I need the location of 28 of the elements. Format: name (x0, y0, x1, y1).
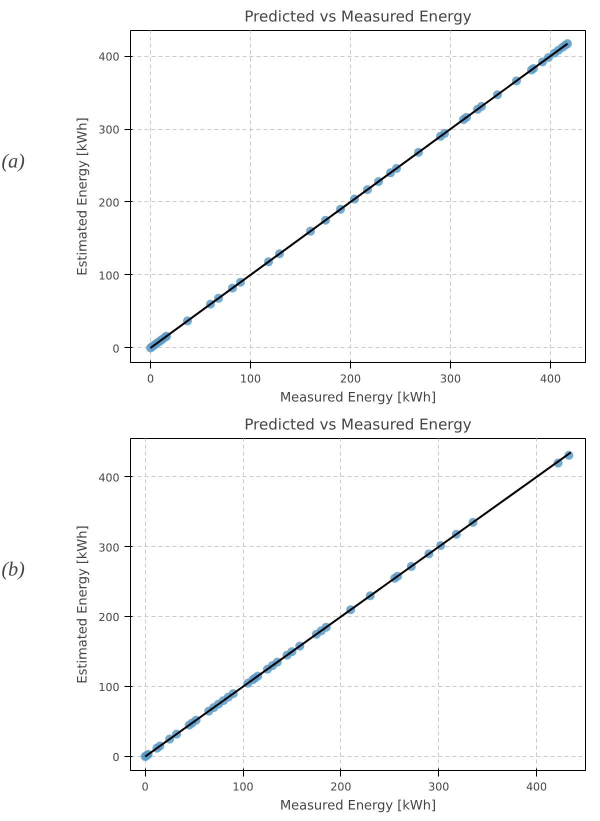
y-tick-label: 400 (98, 50, 120, 64)
y-tick-label: 100 (98, 269, 120, 282)
y-tick-label: 100 (98, 681, 120, 694)
y-tick-label: 0 (112, 751, 120, 764)
x-tick-label: 200 (330, 780, 352, 794)
x-tick-label: 0 (147, 372, 154, 386)
x-tick-label: 400 (526, 780, 548, 794)
x-tick-label: 100 (240, 372, 261, 386)
y-axis-title: Estimated Energy [kWh] (76, 525, 91, 684)
x-tick-label: 200 (340, 372, 361, 386)
y-tick-label: 400 (98, 471, 120, 484)
y-tick-label: 300 (98, 124, 120, 137)
y-axis-title: Estimated Energy [kWh] (76, 117, 91, 276)
x-tick-label: 100 (232, 780, 254, 794)
x-tick-label: 300 (428, 780, 450, 794)
x-axis-title: Measured Energy [kWh] (280, 390, 436, 406)
y-tick-label: 200 (98, 196, 120, 210)
chart-title: Predicted vs Measured Energy (244, 8, 472, 26)
y-tick-label: 0 (112, 342, 120, 356)
x-tick-label: 400 (540, 372, 561, 386)
y-tick-label: 200 (98, 611, 120, 624)
text: (a) (2, 150, 26, 172)
text: (b) (2, 558, 26, 580)
chart-title: Predicted vs Measured Energy (244, 416, 472, 434)
y-tick-label: 300 (98, 541, 120, 554)
x-tick-label: 0 (142, 780, 149, 794)
x-axis-title: Measured Energy [kWh] (280, 798, 436, 814)
x-tick-label: 300 (440, 372, 461, 386)
